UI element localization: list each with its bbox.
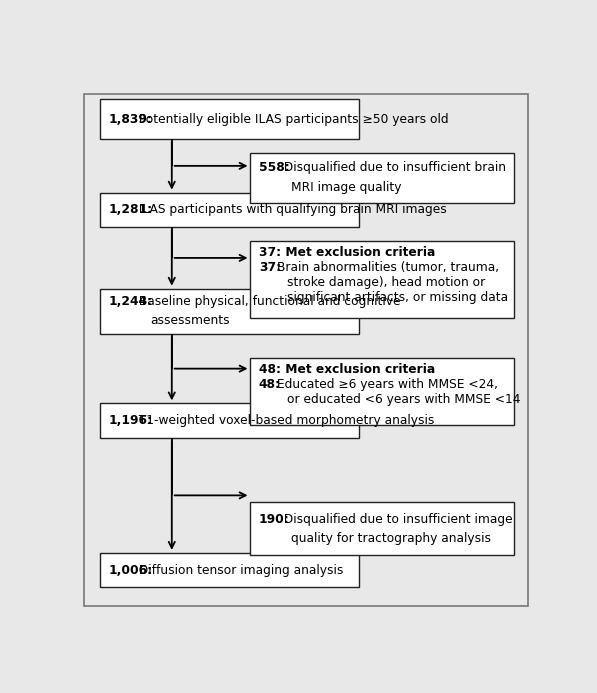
Text: ILAS participants with qualifying brain MRI images: ILAS participants with qualifying brain … — [131, 203, 447, 216]
Text: Disqualified due to insufficient brain: Disqualified due to insufficient brain — [276, 161, 506, 174]
Text: 37: Met exclusion criteria: 37: Met exclusion criteria — [259, 246, 435, 258]
Text: Potentially eligible ILAS participants ≥50 years old: Potentially eligible ILAS participants ≥… — [131, 113, 448, 125]
Bar — [100, 403, 359, 438]
Text: 190:: 190: — [259, 513, 290, 525]
Bar — [100, 193, 359, 227]
Text: stroke damage), head motion or: stroke damage), head motion or — [287, 276, 485, 289]
Text: Diffusion tensor imaging analysis: Diffusion tensor imaging analysis — [131, 563, 343, 577]
Bar — [251, 240, 514, 318]
Text: 48: Met exclusion criteria: 48: Met exclusion criteria — [259, 363, 435, 376]
Bar — [100, 99, 359, 139]
Text: significant artifacts, or missing data: significant artifacts, or missing data — [287, 290, 507, 304]
Text: 1,839:: 1,839: — [109, 113, 152, 125]
Text: 1,196:: 1,196: — [109, 414, 152, 427]
Bar — [251, 502, 514, 555]
Text: or educated <6 years with MMSE <14: or educated <6 years with MMSE <14 — [287, 393, 520, 406]
Text: 1,006:: 1,006: — [109, 563, 152, 577]
Text: MRI image quality: MRI image quality — [291, 181, 402, 194]
Bar — [251, 152, 514, 203]
Text: 1,244:: 1,244: — [109, 295, 152, 308]
Text: Disqualified due to insufficient image: Disqualified due to insufficient image — [276, 513, 513, 525]
Text: T1-weighted voxel-based morphometry analysis: T1-weighted voxel-based morphometry anal… — [131, 414, 434, 427]
Text: 1,281:: 1,281: — [109, 203, 152, 216]
Text: assessments: assessments — [150, 315, 230, 327]
Bar — [100, 553, 359, 588]
Text: 558:: 558: — [259, 161, 290, 174]
Text: Brain abnormalities (tumor, trauma,: Brain abnormalities (tumor, trauma, — [273, 261, 498, 274]
Text: 48:: 48: — [259, 378, 281, 391]
Bar — [251, 358, 514, 425]
Bar — [100, 288, 359, 334]
Text: 37:: 37: — [259, 261, 281, 274]
Text: Baseline physical, functional and cognitive: Baseline physical, functional and cognit… — [131, 295, 400, 308]
Text: quality for tractography analysis: quality for tractography analysis — [291, 532, 491, 545]
Text: Educated ≥6 years with MMSE <24,: Educated ≥6 years with MMSE <24, — [273, 378, 498, 391]
